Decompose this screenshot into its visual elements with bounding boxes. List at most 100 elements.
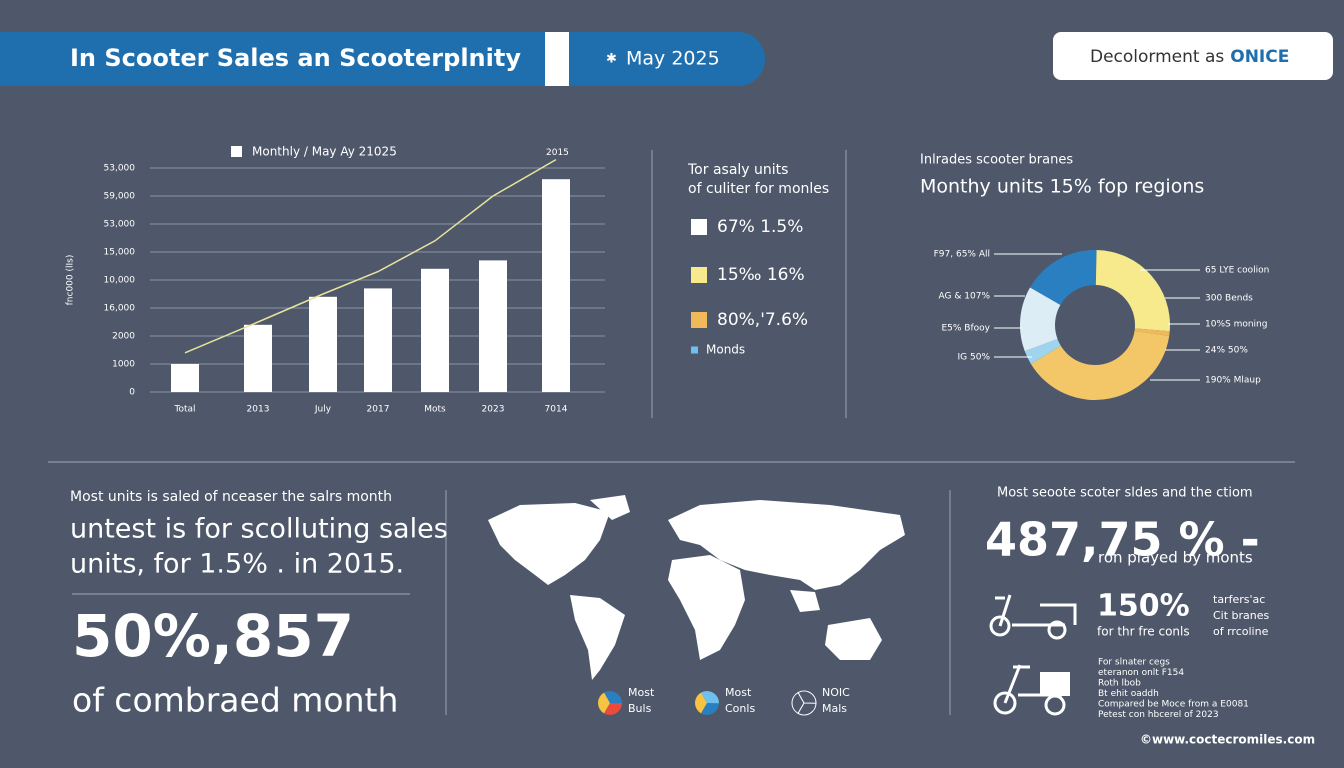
x-tick-label: Total xyxy=(173,405,195,415)
world-map xyxy=(488,495,905,680)
stats-note: For slnater cegs xyxy=(1098,658,1170,668)
stats-note: Compared be Moce from a E0081 xyxy=(1098,700,1249,710)
legend-label: 67% 1.5% xyxy=(717,217,803,237)
body-text: units, for 1.5% . in 2015. xyxy=(70,549,404,580)
annotation: 2015 xyxy=(546,148,569,158)
y-tick-label: 0 xyxy=(129,388,135,398)
legend-icon xyxy=(701,690,719,704)
y-tick-label: 53,000 xyxy=(104,164,136,174)
legend-swatch xyxy=(691,346,698,354)
x-tick-label: 2017 xyxy=(367,405,390,415)
pie-slice xyxy=(1030,250,1097,305)
legend-swatch xyxy=(691,267,707,283)
button-label[interactable]: Decolorment as ONICE xyxy=(1090,47,1289,67)
pie-label: 300 Bends xyxy=(1205,294,1253,304)
legend-icon xyxy=(603,703,622,716)
stats-note: Petest con hbcerel of 2023 xyxy=(1098,710,1219,720)
pie-label: AG & 107% xyxy=(939,292,991,302)
title-band xyxy=(0,32,545,86)
pie-label: 24% 50% xyxy=(1205,346,1248,356)
stats-big: 487,75 % - xyxy=(985,513,1260,567)
stats-side: tarfers'ac xyxy=(1213,593,1265,606)
x-tick-label: 2023 xyxy=(482,405,505,415)
y-tick-label: 59,000 xyxy=(104,192,136,202)
y-tick-label: 16,000 xyxy=(104,304,136,314)
bar xyxy=(364,288,392,392)
date-icon: ✱ xyxy=(606,52,617,67)
legend-icon xyxy=(694,692,707,714)
date-band xyxy=(569,32,765,86)
footer: ©www.coctecromiles.com xyxy=(1140,733,1315,747)
big-number: 50%,857 xyxy=(72,602,354,670)
intro-text: Most units is saled of nceaser the salrs… xyxy=(70,489,392,505)
legend-label: 15‰ 16% xyxy=(717,265,805,285)
stats-note: eteranon onlt F154 xyxy=(1098,668,1184,678)
bar xyxy=(171,364,199,392)
map-legend-label: NOIC xyxy=(822,686,850,699)
map-legend-label: Buls xyxy=(628,702,652,715)
map-legend-label: Most xyxy=(628,686,655,699)
bar xyxy=(244,324,272,392)
x-tick-label: Mots xyxy=(424,405,446,415)
y-axis-label: fnc000 (lIs) xyxy=(66,255,76,306)
legend-label: Monthly / May Ay 21025 xyxy=(252,145,397,159)
header-title: In Scooter Sales an Scooterplnity xyxy=(70,44,521,72)
scooter-icon xyxy=(989,594,1077,716)
stats-caption: ron played by monts xyxy=(1098,549,1253,567)
stats-mid-caption: for thr fre conls xyxy=(1097,625,1190,639)
button-emphasis: ONICE xyxy=(1230,47,1289,67)
legend-title: of culiter for monles xyxy=(688,181,829,197)
big-caption: of combraed month xyxy=(72,681,398,720)
map-legend-label: Conls xyxy=(725,702,755,715)
bar xyxy=(421,268,449,392)
pie-label: 65 LYE coolion xyxy=(1205,266,1269,276)
legend-icon xyxy=(598,692,610,714)
pie-slice xyxy=(1134,328,1170,336)
legend-swatch xyxy=(231,146,242,157)
x-tick-label: 2013 xyxy=(247,405,270,415)
x-tick-label: July xyxy=(314,405,332,415)
y-tick-label: 53,000 xyxy=(104,220,136,230)
pie-title: Inlrades scooter branes xyxy=(920,153,1073,168)
stats-note: Bt ehit oaddh xyxy=(1098,689,1159,699)
header-button[interactable] xyxy=(1053,32,1333,80)
y-tick-label: 10,000 xyxy=(104,276,136,286)
pie-slice xyxy=(1024,338,1061,364)
pie-subtitle: Monthy units 15% fop regions xyxy=(920,176,1204,198)
pie-label: F97, 65% All xyxy=(934,250,990,260)
bar xyxy=(479,260,507,392)
x-tick-label: 7014 xyxy=(545,405,568,415)
pie-slice xyxy=(1030,330,1170,401)
pie-slice xyxy=(1020,287,1061,352)
button-text: Decolorment as xyxy=(1090,47,1224,67)
bar xyxy=(542,179,570,392)
y-tick-label: 1000 xyxy=(112,360,135,370)
legend-title: Tor asaly units xyxy=(687,162,788,178)
y-tick-label: 15,000 xyxy=(104,248,136,258)
pie-label: 10%S moning xyxy=(1205,320,1267,330)
pie-slice xyxy=(1095,250,1170,332)
pie-label: IG 50% xyxy=(958,353,991,363)
legend-icon xyxy=(604,690,622,704)
legend-swatch xyxy=(691,312,707,328)
legend-label: 80%,'7.6% xyxy=(717,310,808,330)
map-legend-label: Mals xyxy=(822,702,847,715)
icon-box xyxy=(1040,672,1070,696)
stats-mid: 150% xyxy=(1097,589,1190,624)
legend-label: Monds xyxy=(706,343,745,357)
pie-label: E5% Bfooy xyxy=(941,324,990,334)
stats-note: Roth lbob xyxy=(1098,679,1141,689)
stats-side: of rrcoline xyxy=(1213,625,1269,638)
legend-icon xyxy=(700,703,719,715)
stats-side: Cit branes xyxy=(1213,609,1270,622)
legend-icon xyxy=(797,690,817,704)
map-legend-label: Most xyxy=(725,686,752,699)
header-date: May 2025 xyxy=(626,48,720,70)
title-stripe xyxy=(545,32,569,86)
bar xyxy=(309,296,337,392)
legend-swatch xyxy=(691,219,707,235)
line xyxy=(184,158,557,354)
pie-label: 190% Mlaup xyxy=(1205,376,1261,386)
